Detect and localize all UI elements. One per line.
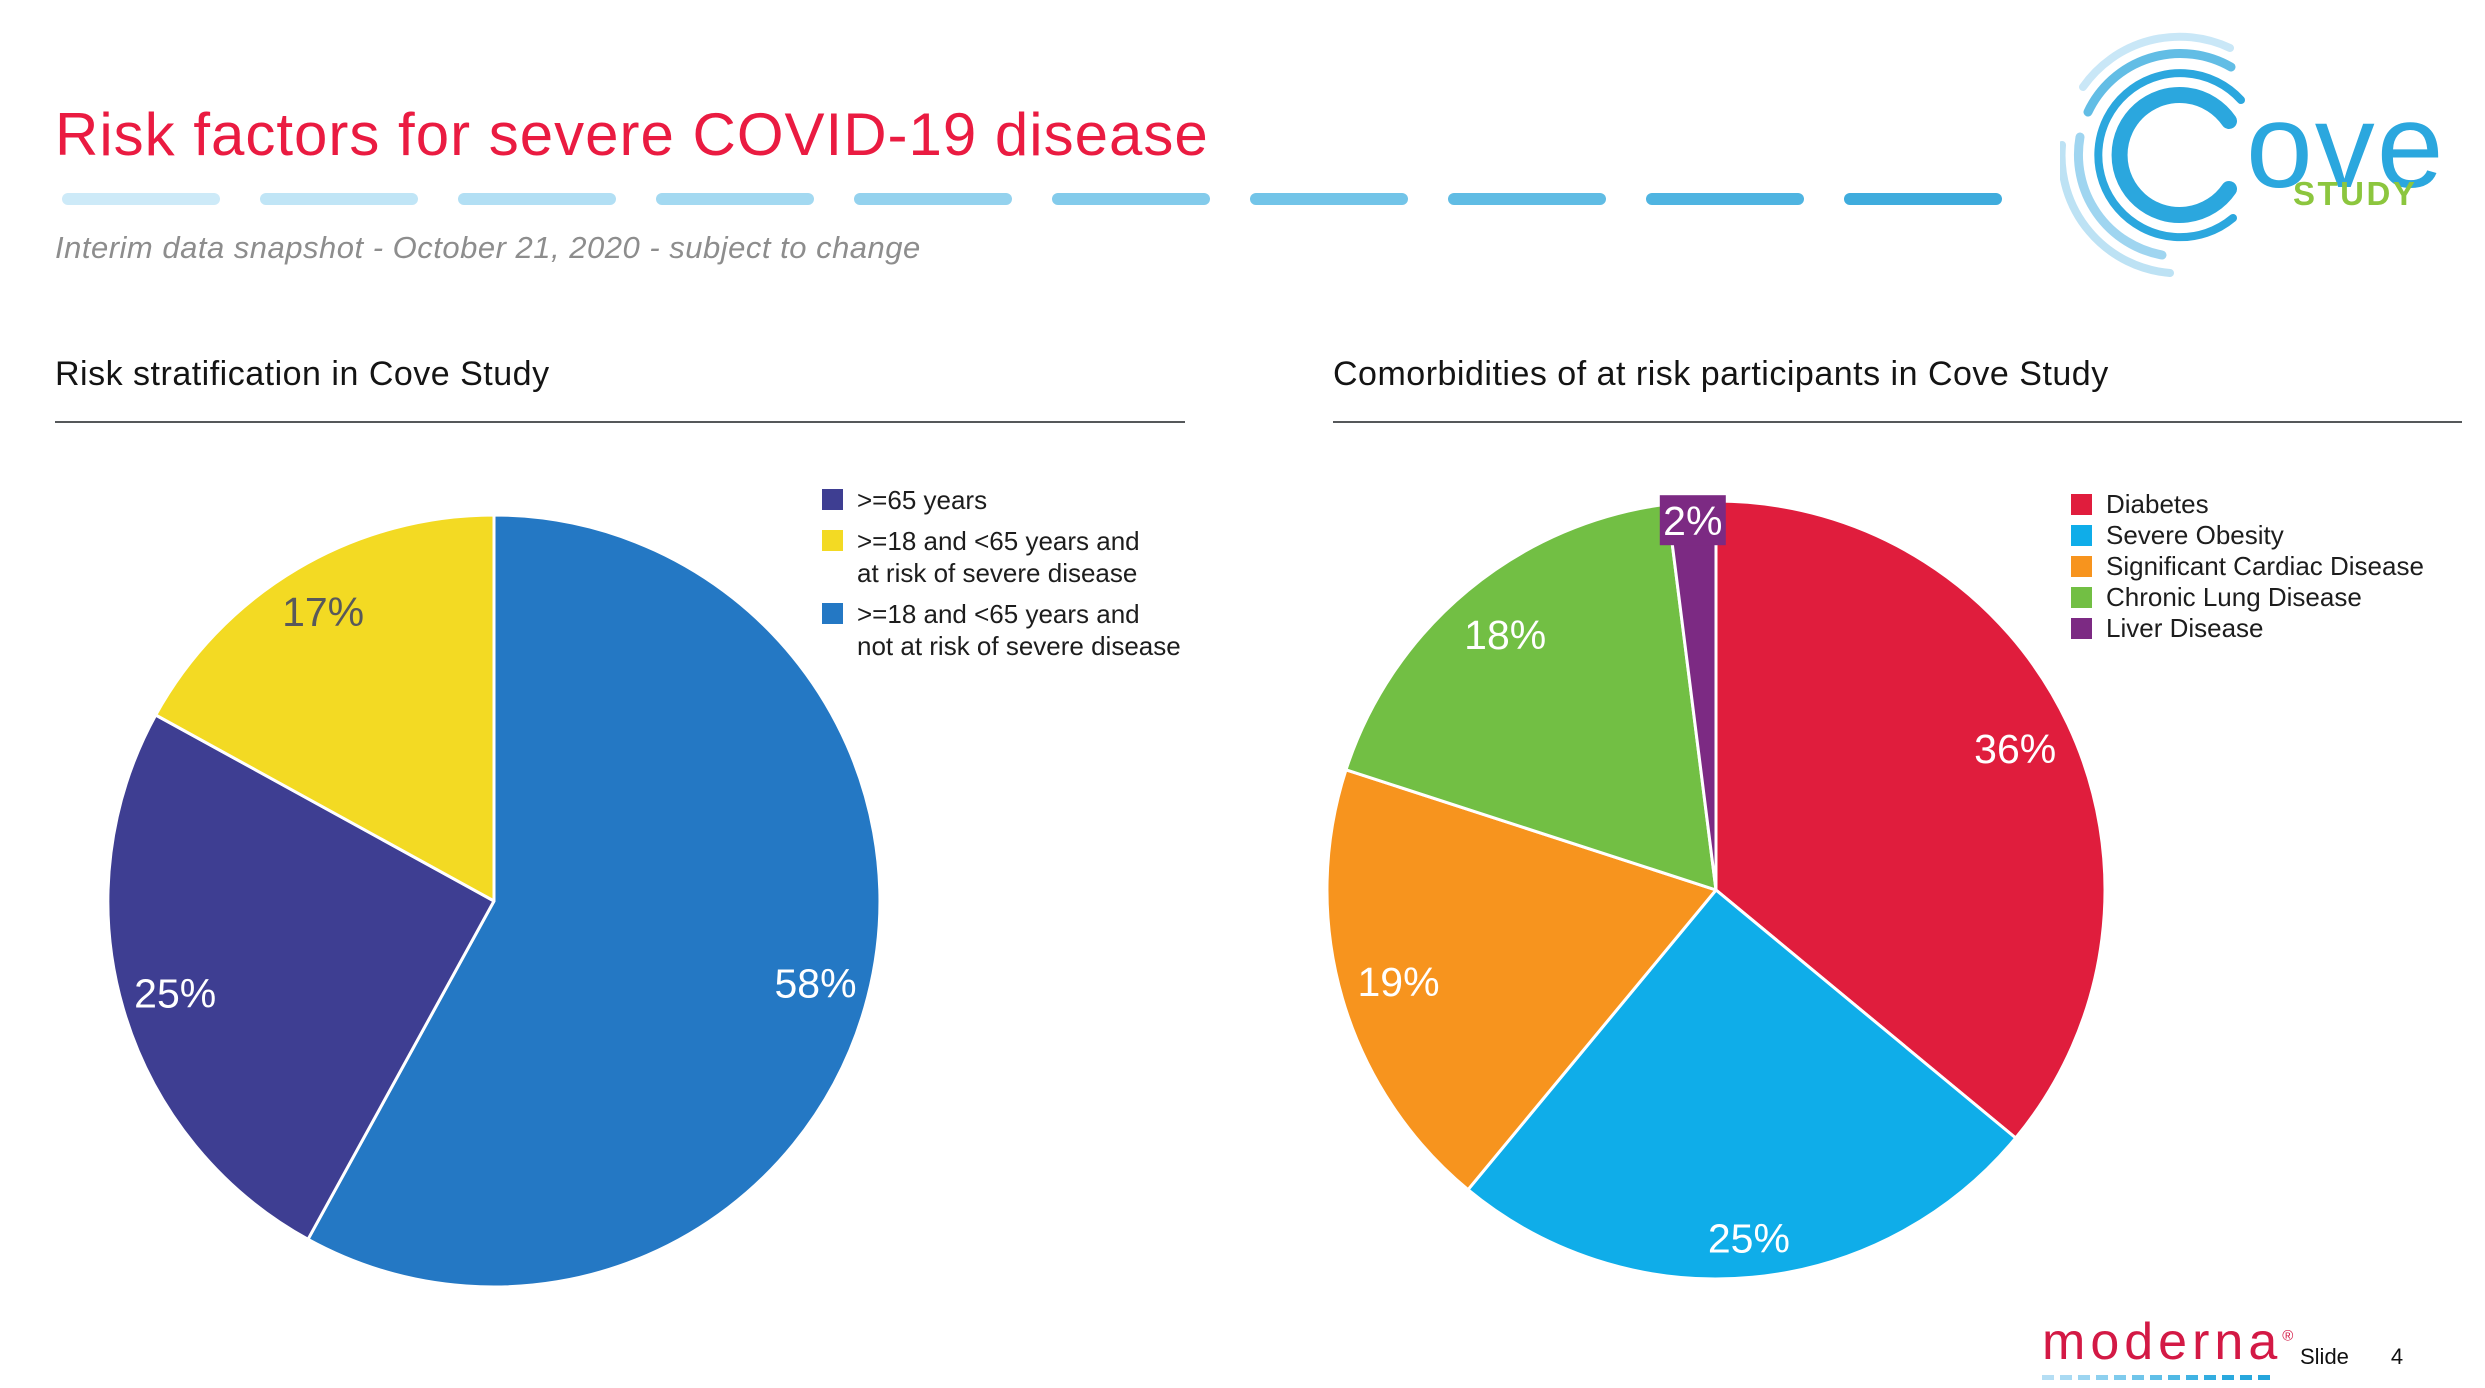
legend-label: >=18 and <65 years and at risk of severe …	[857, 525, 1140, 589]
pie-slice-label: 17%	[282, 589, 364, 635]
legend-item: Severe Obesity	[2071, 520, 2424, 551]
cove-swoosh-arc-outer-bottom	[2060, 141, 2174, 277]
cove-ring-arc	[2094, 69, 2245, 242]
legend-label-line: at risk of severe disease	[857, 558, 1138, 588]
cove-study-logo: ove STUDY	[2060, 32, 2445, 277]
brand-dash	[2186, 1375, 2198, 1380]
brand-dash	[2204, 1375, 2216, 1380]
legend-label: Significant Cardiac Disease	[2106, 551, 2424, 582]
cove-study-label: STUDY	[2293, 175, 2417, 212]
legend-label-line: Diabetes	[2106, 489, 2209, 519]
cove-wordmark: ove	[2246, 79, 2445, 213]
pie-slice	[1466, 888, 2018, 1281]
divider-dash	[458, 193, 616, 205]
legend-swatch-icon	[822, 603, 843, 624]
legend-label-line: Liver Disease	[2106, 613, 2264, 643]
legend-swatch-icon	[2071, 525, 2092, 546]
legend-swatch-icon	[822, 530, 843, 551]
pie-slice	[306, 513, 882, 1289]
legend-comorbidities: Diabetes Severe Obesity Significant Cardia…	[2071, 489, 2424, 644]
slide-number: 4	[2390, 1344, 2404, 1369]
cove-swoosh-arc-outer-top	[2079, 32, 2234, 91]
title-divider	[62, 193, 2002, 205]
divider-dash	[1448, 193, 1606, 205]
pie-slice	[1325, 768, 1718, 1192]
brand-dash	[2258, 1375, 2270, 1380]
registered-mark: ®	[2282, 1327, 2294, 1345]
pie-slice	[106, 713, 496, 1241]
legend-swatch-icon	[2071, 587, 2092, 608]
cove-swoosh-arc-bottom	[2073, 132, 2167, 260]
divider-dash	[1844, 193, 2002, 205]
pie-slice	[1344, 502, 1718, 892]
legend-label-line: >=18 and <65 years and	[857, 599, 1140, 629]
slide-label: Slide	[2300, 1344, 2349, 1369]
divider-dash	[656, 193, 814, 205]
divider-dash	[62, 193, 220, 205]
divider-dash	[260, 193, 418, 205]
slide-title: Risk factors for severe COVID-19 disease	[55, 101, 1209, 168]
legend-item: Diabetes	[2071, 489, 2424, 520]
legend-label: Liver Disease	[2106, 613, 2264, 644]
legend-label: Chronic Lung Disease	[2106, 582, 2362, 613]
slide-number-area: Slide 4	[2300, 1344, 2403, 1370]
moderna-logo: moderna®	[2042, 1316, 2293, 1380]
legend-label-line: >=65 years	[857, 485, 988, 515]
divider-dash	[1646, 193, 1804, 205]
legend-item: Liver Disease	[2071, 613, 2424, 644]
legend-swatch-icon	[2071, 494, 2092, 515]
pie-slice-label: 36%	[1974, 726, 2056, 772]
pie-chart-risk-stratification: 58% 25% 17%	[106, 513, 882, 1289]
brand-dash	[2114, 1375, 2126, 1380]
brand-dash	[2240, 1375, 2252, 1380]
legend-swatch-icon	[2071, 556, 2092, 577]
brand-dash	[2060, 1375, 2072, 1380]
brand-dash	[2150, 1375, 2162, 1380]
legend-swatch-icon	[822, 489, 843, 510]
chart-heading-risk-stratification: Risk stratification in Cove Study	[55, 352, 1185, 423]
slide-subtitle: Interim data snapshot - October 21, 2020…	[55, 230, 921, 265]
moderna-dashed-underline	[2042, 1375, 2293, 1380]
legend-item: >=18 and <65 years and at risk of severe …	[822, 525, 1181, 589]
legend-label: >=18 and <65 years and not at risk of sev…	[857, 598, 1181, 662]
chart-heading-comorbidities: Comorbidities of at risk participants in…	[1333, 352, 2462, 423]
brand-dash	[2222, 1375, 2234, 1380]
pie-slice-label: 25%	[1708, 1216, 1790, 1262]
pie-slice	[154, 513, 496, 903]
pie-slice	[1714, 499, 2107, 1140]
legend-item: >=65 years	[822, 484, 1181, 516]
pie-slice-label: 2%	[1663, 498, 1722, 544]
brand-dash	[2132, 1375, 2144, 1380]
pie-label-background	[1659, 495, 1726, 546]
legend-label: Diabetes	[2106, 489, 2209, 520]
pie-slice-label: 19%	[1357, 959, 1439, 1005]
legend-item: Significant Cardiac Disease	[2071, 551, 2424, 582]
legend-label-line: Severe Obesity	[2106, 520, 2284, 550]
brand-dash	[2168, 1375, 2180, 1380]
divider-dash	[854, 193, 1012, 205]
legend-label-line: not at risk of severe disease	[857, 631, 1181, 661]
brand-dash	[2042, 1375, 2054, 1380]
legend-item: >=18 and <65 years and not at risk of sev…	[822, 598, 1181, 662]
cove-swoosh-arc-top	[2083, 49, 2236, 117]
pie-slice-label: 58%	[774, 961, 856, 1007]
moderna-wordmark: moderna®	[2042, 1313, 2294, 1371]
pie-slice-label: 18%	[1464, 612, 1546, 658]
divider-dash	[1250, 193, 1408, 205]
legend-label: >=65 years	[857, 484, 987, 516]
pie-slice-label: 25%	[134, 971, 216, 1017]
cove-c-arc	[2111, 87, 2237, 223]
pie-chart-comorbidities: 36% 25% 19% 18% 2%	[1325, 495, 2107, 1281]
legend-item: Chronic Lung Disease	[2071, 582, 2424, 613]
legend-label-line: >=18 and <65 years and	[857, 526, 1140, 556]
legend-label-line: Significant Cardiac Disease	[2106, 551, 2424, 581]
brand-dash	[2078, 1375, 2090, 1380]
legend-label-line: Chronic Lung Disease	[2106, 582, 2362, 612]
legend-label: Severe Obesity	[2106, 520, 2284, 551]
legend-risk-stratification: >=65 years >=18 and <65 years and at risk …	[822, 484, 1181, 671]
brand-dash	[2096, 1375, 2108, 1380]
legend-swatch-icon	[2071, 618, 2092, 639]
divider-dash	[1052, 193, 1210, 205]
